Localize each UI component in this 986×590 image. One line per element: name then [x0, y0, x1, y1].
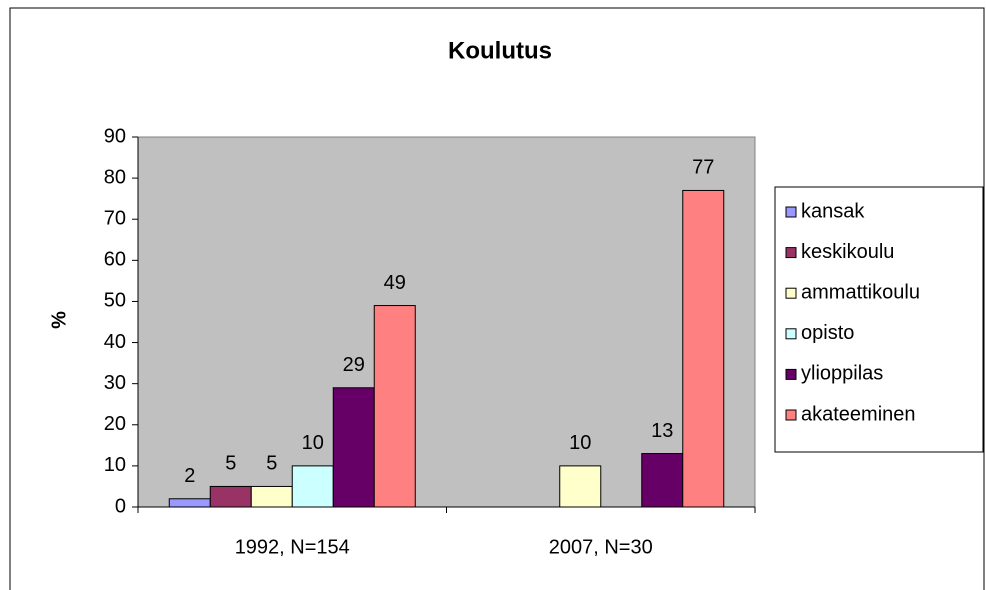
y-tick-label: 30 — [104, 372, 126, 394]
data-label: 77 — [692, 157, 714, 179]
legend-label: akateeminen — [801, 403, 916, 425]
x-tick-label: 2007, N=30 — [549, 536, 653, 558]
data-label: 5 — [266, 453, 277, 475]
y-tick-label: 80 — [104, 166, 126, 188]
bar — [682, 189, 725, 508]
data-label: 5 — [225, 453, 236, 475]
y-tick-label: 50 — [104, 290, 126, 312]
data-label: 49 — [384, 272, 406, 294]
legend-label: opisto — [801, 322, 854, 344]
legend-swatch — [785, 206, 797, 218]
legend-swatch — [785, 368, 797, 380]
y-tick-label: 60 — [104, 249, 126, 271]
bar — [559, 465, 602, 508]
y-tick-label: 0 — [115, 495, 126, 517]
y-tick-label: 20 — [104, 413, 126, 435]
y-tick-label: 10 — [104, 454, 126, 476]
bar — [641, 453, 684, 508]
bar — [291, 465, 334, 508]
plot-area — [137, 136, 756, 508]
y-tick-label: 40 — [104, 331, 126, 353]
x-tick-label: 1992, N=154 — [235, 536, 350, 558]
legend-swatch — [785, 409, 797, 421]
bar — [250, 485, 293, 508]
y-axis-label: % — [48, 311, 70, 329]
y-tick-label: 70 — [104, 208, 126, 230]
data-label: 10 — [302, 432, 324, 454]
legend-swatch — [785, 247, 797, 259]
bar — [373, 305, 416, 508]
data-label: 10 — [569, 432, 591, 454]
legend-label: ammattikoulu — [801, 281, 920, 303]
legend-swatch — [785, 287, 797, 299]
y-tick-label: 90 — [104, 125, 126, 147]
chart-title: Koulutus — [448, 37, 552, 64]
data-label: 29 — [343, 354, 365, 376]
legend-label: ylioppilas — [801, 363, 883, 385]
data-label: 2 — [184, 465, 195, 487]
chart-border — [9, 7, 985, 590]
data-label: 13 — [651, 420, 673, 442]
legend-label: kansak — [801, 200, 865, 222]
bar — [168, 498, 211, 508]
legend-swatch — [785, 328, 797, 340]
bar — [209, 485, 252, 508]
legend-label: keskikoulu — [801, 241, 894, 263]
legend-box — [774, 186, 984, 453]
bar — [332, 387, 375, 508]
